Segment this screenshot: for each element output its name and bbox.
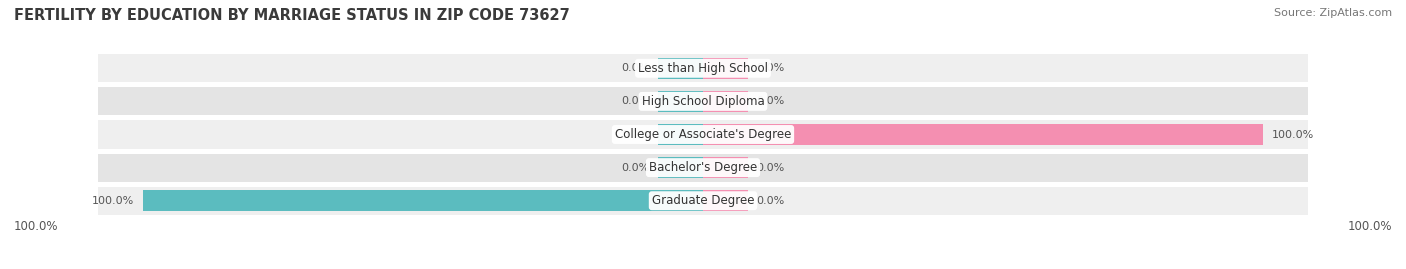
Text: 100.0%: 100.0% xyxy=(1271,129,1313,140)
Text: Bachelor's Degree: Bachelor's Degree xyxy=(650,161,756,174)
Text: 0.0%: 0.0% xyxy=(756,96,785,107)
Text: 100.0%: 100.0% xyxy=(1347,220,1392,233)
Text: Source: ZipAtlas.com: Source: ZipAtlas.com xyxy=(1274,8,1392,18)
Bar xyxy=(98,87,1308,115)
Bar xyxy=(98,54,1308,82)
Text: 0.0%: 0.0% xyxy=(756,196,785,206)
Text: 0.0%: 0.0% xyxy=(621,129,650,140)
Bar xyxy=(658,124,703,145)
Text: 0.0%: 0.0% xyxy=(756,63,785,73)
Text: College or Associate's Degree: College or Associate's Degree xyxy=(614,128,792,141)
Text: Graduate Degree: Graduate Degree xyxy=(652,194,754,207)
Text: 0.0%: 0.0% xyxy=(621,63,650,73)
Bar xyxy=(703,91,748,112)
Text: Less than High School: Less than High School xyxy=(638,62,768,75)
Bar xyxy=(703,58,748,79)
Bar xyxy=(98,187,1308,215)
Bar xyxy=(703,124,1263,145)
Bar xyxy=(658,91,703,112)
Bar xyxy=(98,154,1308,182)
Text: 0.0%: 0.0% xyxy=(756,162,785,173)
Text: 100.0%: 100.0% xyxy=(14,220,59,233)
Bar xyxy=(703,157,748,178)
Text: 0.0%: 0.0% xyxy=(621,162,650,173)
Bar xyxy=(703,190,748,211)
Bar xyxy=(658,157,703,178)
Text: 100.0%: 100.0% xyxy=(93,196,135,206)
Text: FERTILITY BY EDUCATION BY MARRIAGE STATUS IN ZIP CODE 73627: FERTILITY BY EDUCATION BY MARRIAGE STATU… xyxy=(14,8,569,23)
Text: 0.0%: 0.0% xyxy=(621,96,650,107)
Bar xyxy=(658,58,703,79)
Bar xyxy=(98,121,1308,148)
Bar xyxy=(143,190,703,211)
Text: High School Diploma: High School Diploma xyxy=(641,95,765,108)
